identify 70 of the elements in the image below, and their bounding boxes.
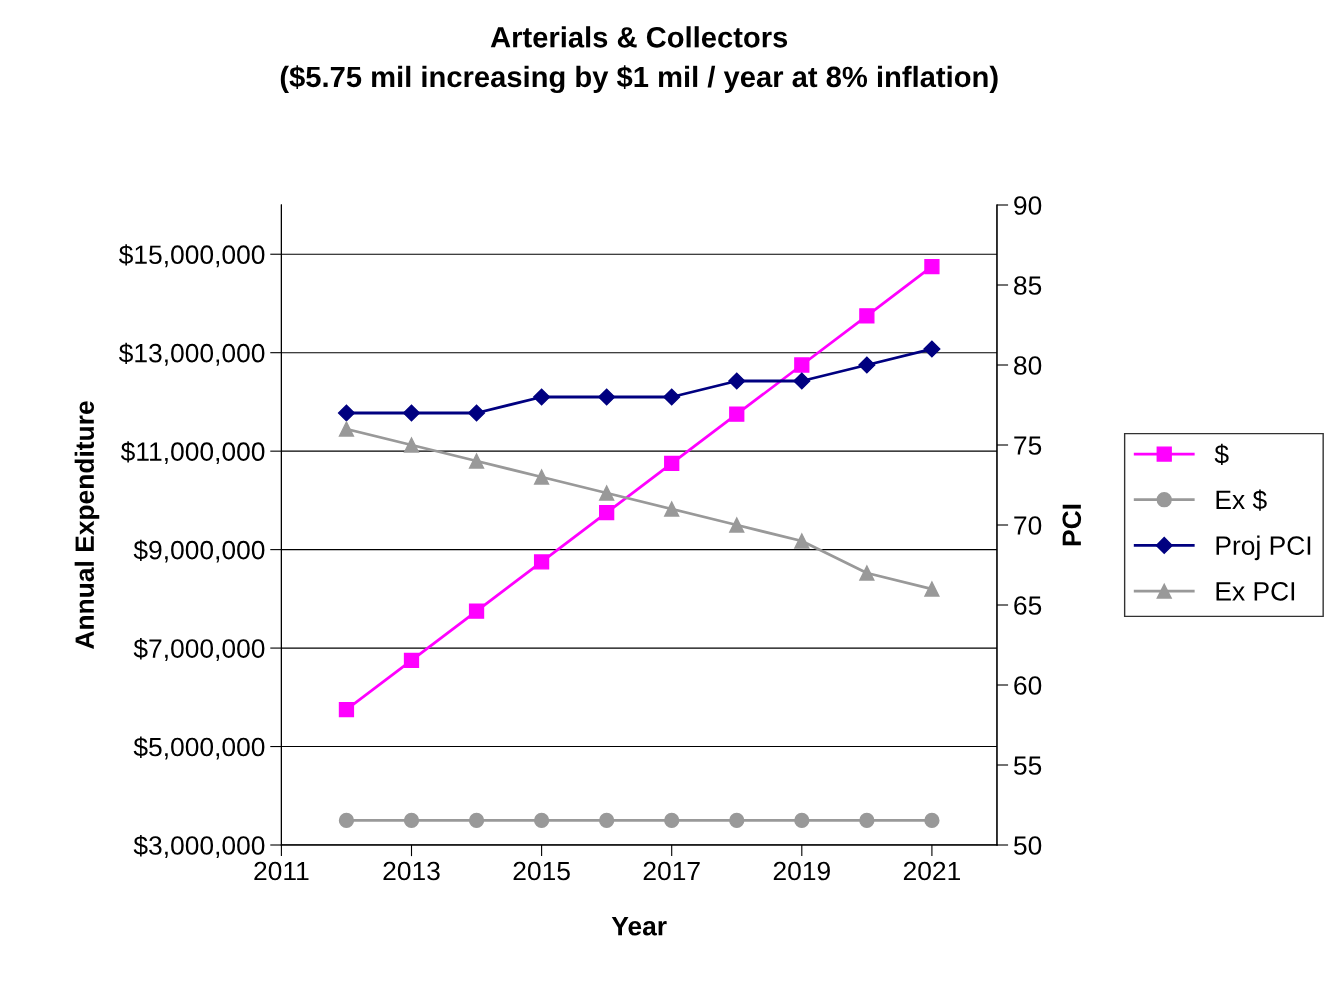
x-tick-label: 2021 — [903, 861, 960, 881]
point — [533, 554, 550, 570]
y2-tick-label: 70 — [1014, 516, 1042, 535]
point — [664, 812, 680, 829]
y2-tick-label: 90 — [1014, 196, 1042, 215]
x-tick-label: 2015 — [513, 861, 570, 881]
point — [728, 372, 746, 390]
y2-tick-label: 55 — [1013, 756, 1042, 775]
y-tick-label: $7,000,000 — [133, 638, 265, 662]
point — [599, 505, 615, 521]
point — [924, 581, 940, 597]
y2-tick-label: 60 — [1014, 676, 1042, 695]
point — [794, 533, 810, 549]
point — [598, 388, 616, 406]
point — [468, 603, 485, 619]
y2-tick-label: 85 — [1014, 276, 1042, 295]
point — [923, 340, 941, 358]
point — [793, 372, 811, 390]
x-tick-label: 2011 — [254, 861, 309, 881]
legend-label: Proj PCI — [1216, 535, 1311, 561]
point — [664, 501, 680, 517]
point — [403, 437, 420, 453]
point — [794, 812, 810, 829]
point — [729, 517, 745, 533]
legend-label: Ex $ — [1216, 489, 1267, 511]
point — [794, 357, 810, 373]
point — [338, 421, 355, 437]
point — [664, 455, 680, 472]
point — [599, 812, 615, 829]
point — [599, 485, 615, 501]
point — [533, 812, 550, 829]
point — [663, 388, 681, 406]
y-tick-label: $3,000,000 — [133, 835, 265, 858]
point — [924, 812, 940, 829]
point — [859, 308, 875, 324]
y-tick-label: $15,000,000 — [118, 244, 265, 268]
point — [533, 388, 551, 406]
point — [859, 565, 875, 581]
y-tick-label: $5,000,000 — [133, 736, 265, 760]
y-tick-label: $9,000,000 — [133, 539, 265, 563]
x-tick-label: 2013 — [383, 861, 440, 881]
y-tick-label: $13,000,000 — [118, 342, 265, 366]
point — [402, 404, 421, 422]
point — [468, 453, 485, 469]
legend-label: Ex PCI — [1216, 581, 1295, 601]
point — [468, 812, 485, 829]
point — [403, 812, 420, 829]
y2-tick-label: 65 — [1014, 596, 1042, 615]
point — [403, 652, 420, 669]
y2-axis-title: PCI — [1062, 504, 1082, 546]
point — [533, 469, 550, 485]
point — [729, 812, 745, 829]
y2-tick-label: 75 — [1014, 436, 1042, 455]
x-tick-label: 2017 — [643, 861, 700, 881]
x-axis-title: Year — [611, 917, 667, 936]
y-tick-label: $11,000,000 — [120, 441, 265, 465]
point — [729, 406, 745, 422]
point — [338, 812, 355, 829]
point — [338, 701, 355, 718]
y2-tick-label: 50 — [1013, 836, 1042, 855]
point — [337, 404, 356, 422]
point — [858, 356, 876, 374]
y-axis-title: Annual Expenditure — [74, 401, 100, 649]
point — [468, 404, 486, 422]
y2-tick-label: 80 — [1014, 356, 1042, 375]
legend-label: $ — [1214, 443, 1229, 466]
point — [859, 812, 875, 829]
x-tick-label: 2019 — [773, 861, 830, 881]
point — [924, 258, 940, 275]
chart-title: Arterials & Collectors ($5.75 mil increasing by $1 mil / year at 8% inflation) — [280, 26, 998, 94]
